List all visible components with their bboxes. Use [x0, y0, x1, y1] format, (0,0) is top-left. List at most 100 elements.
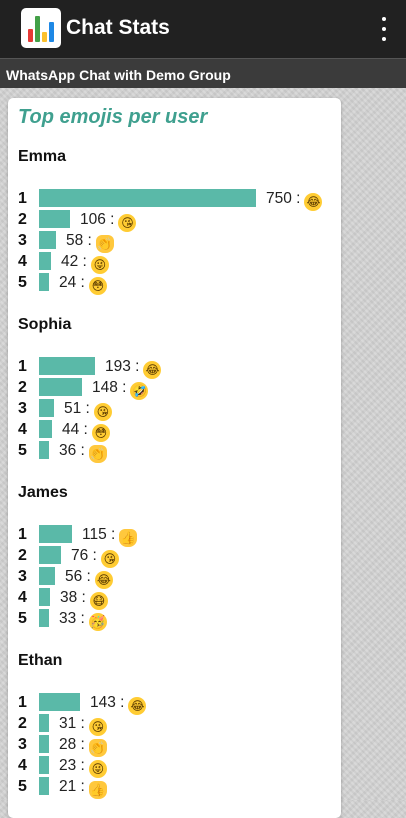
chat-title-bar: WhatsApp Chat with Demo Group: [0, 58, 406, 88]
kissing-heart-icon: 😘: [118, 214, 137, 232]
emoji-count-text: 24 :: [59, 274, 85, 291]
emoji-rank: 1: [18, 190, 27, 207]
emoji-rank: 3: [18, 232, 27, 249]
emoji-count-label: 42 : 😜: [61, 253, 109, 274]
emoji-count-label: 58 : 👏: [66, 232, 114, 253]
emoji-row: 2 148 : 🤣: [18, 377, 338, 400]
emoji-rank: 4: [18, 421, 27, 438]
emoji-rank: 3: [18, 736, 27, 753]
emoji-count-text: 33 :: [59, 610, 85, 627]
emoji-rank: 2: [18, 547, 27, 564]
emoji-rank: 5: [18, 778, 27, 795]
chart-logo-icon: [21, 8, 61, 48]
emoji-rank: 3: [18, 568, 27, 585]
emoji-count-text: 44 :: [62, 421, 88, 438]
emoji-rank: 4: [18, 253, 27, 270]
emoji-count-bar: [39, 210, 70, 228]
emoji-count-label: 31 : 😘: [59, 715, 107, 736]
emoji-rank: 2: [18, 715, 27, 732]
emoji-rank: 5: [18, 442, 27, 459]
user-name: Emma: [18, 148, 67, 165]
user-block: James 1 115 : 👍 2 76 : 😘 3 56 : 😂 4 38 : 😷 5 33 : 🥳: [18, 484, 338, 644]
emoji-count-text: 76 :: [71, 547, 97, 564]
emoji-row: 4 23 : 😜: [18, 755, 338, 778]
emoji-row: 4 44 : 😳: [18, 419, 338, 442]
user-name: James: [18, 484, 68, 501]
winking-tongue-icon: 😜: [88, 760, 107, 778]
emoji-row: 5 36 : 👏: [18, 440, 338, 463]
emoji-row: 1 750 : 😂: [18, 188, 338, 211]
overflow-menu-icon[interactable]: [374, 17, 394, 41]
kissing-heart-icon: 😘: [93, 403, 112, 421]
emoji-rank: 2: [18, 379, 27, 396]
emoji-count-text: 38 :: [60, 589, 86, 606]
emoji-count-bar: [39, 252, 51, 270]
emoji-row: 2 76 : 😘: [18, 545, 338, 568]
emoji-row: 1 193 : 😂: [18, 356, 338, 379]
emoji-count-label: 51 : 😘: [64, 400, 112, 421]
emoji-count-text: 106 :: [80, 211, 115, 228]
thumbs-up-icon: 👍: [119, 529, 138, 547]
emoji-row: 2 31 : 😘: [18, 713, 338, 736]
emoji-count-label: 38 : 😷: [60, 589, 108, 610]
emoji-row: 3 58 : 👏: [18, 230, 338, 253]
emoji-row: 3 28 : 👏: [18, 734, 338, 757]
emoji-row: 5 33 : 🥳: [18, 608, 338, 631]
tears-of-joy-icon: 😂: [128, 697, 147, 715]
emoji-count-label: 115 : 👍: [82, 526, 138, 547]
emoji-count-bar: [39, 273, 49, 291]
user-name: Sophia: [18, 316, 72, 333]
user-block: Emma 1 750 : 😂 2 106 : 😘 3 58 : 👏 4 42 : 😜 5 24 : 😳: [18, 148, 338, 308]
emoji-rank: 3: [18, 400, 27, 417]
chat-title: WhatsApp Chat with Demo Group: [6, 67, 231, 83]
medical-mask-icon: 😷: [89, 592, 108, 610]
emoji-count-text: 193 :: [105, 358, 140, 375]
emoji-count-label: 28 : 👏: [59, 736, 107, 757]
emoji-count-bar: [39, 399, 54, 417]
emoji-count-bar: [39, 357, 95, 375]
emoji-count-text: 115 :: [82, 526, 116, 543]
emoji-rank: 1: [18, 694, 27, 711]
emoji-count-bar: [39, 693, 80, 711]
emoji-count-label: 193 : 😂: [105, 358, 162, 379]
emoji-count-bar: [39, 231, 56, 249]
app-title: Chat Stats: [66, 16, 170, 39]
emoji-count-text: 56 :: [65, 568, 91, 585]
emoji-count-label: 33 : 🥳: [59, 610, 107, 631]
emoji-rank: 4: [18, 589, 27, 606]
emoji-rank: 1: [18, 358, 27, 375]
emoji-count-label: 106 : 😘: [80, 211, 137, 232]
emoji-count-label: 44 : 😳: [62, 421, 110, 442]
emoji-count-text: 750 :: [266, 190, 301, 207]
emoji-count-text: 42 :: [61, 253, 87, 270]
emoji-count-text: 31 :: [59, 715, 85, 732]
user-block: Sophia 1 193 : 😂 2 148 : 🤣 3 51 : 😘 4 44 : 😳 5 36 : 👏: [18, 316, 338, 476]
top-emojis-card: Top emojis per user Emma 1 750 : 😂 2 106 : 😘 3 5…: [8, 98, 341, 818]
emoji-rank: 2: [18, 211, 27, 228]
emoji-count-bar: [39, 777, 49, 795]
emoji-count-bar: [39, 378, 82, 396]
emoji-row: 5 24 : 😳: [18, 272, 338, 295]
emoji-rank: 1: [18, 526, 27, 543]
emoji-count-label: 56 : 😂: [65, 568, 113, 589]
emoji-count-bar: [39, 525, 72, 543]
emoji-count-label: 21 : 👍: [59, 778, 107, 799]
emoji-row: 1 115 : 👍: [18, 524, 338, 547]
user-name: Ethan: [18, 652, 63, 669]
emoji-count-bar: [39, 441, 49, 459]
emoji-count-label: 23 : 😜: [59, 757, 107, 778]
emoji-row: 4 42 : 😜: [18, 251, 338, 274]
flushed-face-icon: 😳: [88, 277, 107, 295]
emoji-count-text: 58 :: [66, 232, 92, 249]
clapping-hands-icon: 👏: [88, 445, 107, 463]
emoji-count-bar: [39, 189, 256, 207]
emoji-count-text: 143 :: [90, 694, 125, 711]
emoji-row: 5 21 : 👍: [18, 776, 338, 799]
emoji-count-text: 23 :: [59, 757, 85, 774]
emoji-rank: 4: [18, 757, 27, 774]
emoji-count-text: 28 :: [59, 736, 85, 753]
emoji-row: 2 106 : 😘: [18, 209, 338, 232]
app-bar: Chat Stats: [0, 0, 406, 58]
emoji-count-bar: [39, 756, 49, 774]
emoji-count-bar: [39, 714, 49, 732]
